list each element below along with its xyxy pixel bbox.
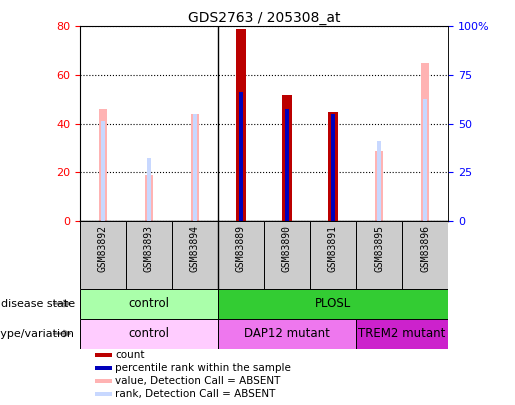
Bar [126, 221, 172, 289]
Bar [95, 353, 112, 357]
Bar [95, 379, 112, 383]
Text: value, Detection Call = ABSENT: value, Detection Call = ABSENT [115, 376, 281, 386]
Bar [421, 63, 429, 221]
Bar [191, 114, 199, 221]
Text: GSM83895: GSM83895 [374, 224, 384, 271]
Text: GSM83889: GSM83889 [236, 224, 246, 271]
Bar [99, 109, 107, 221]
Bar [147, 158, 151, 221]
Bar [80, 319, 218, 348]
Bar [402, 221, 448, 289]
Text: GSM83892: GSM83892 [98, 224, 108, 271]
Bar [375, 151, 383, 221]
Text: GSM83894: GSM83894 [190, 224, 200, 271]
Bar [239, 92, 243, 221]
Bar [145, 175, 153, 221]
Bar [80, 221, 126, 289]
Bar [101, 121, 105, 221]
Bar [236, 29, 246, 221]
Text: rank, Detection Call = ABSENT: rank, Detection Call = ABSENT [115, 389, 276, 399]
Bar [80, 289, 218, 319]
Text: GSM83893: GSM83893 [144, 224, 154, 271]
Text: control: control [128, 327, 169, 340]
Bar [310, 221, 356, 289]
Text: GSM83891: GSM83891 [328, 224, 338, 271]
Bar [356, 319, 448, 348]
Text: DAP12 mutant: DAP12 mutant [244, 327, 330, 340]
Text: control: control [128, 297, 169, 310]
Title: GDS2763 / 205308_at: GDS2763 / 205308_at [187, 11, 340, 25]
Bar [264, 221, 310, 289]
Bar [218, 319, 356, 348]
Bar [95, 392, 112, 396]
Bar [193, 114, 197, 221]
Text: GSM83896: GSM83896 [420, 224, 430, 271]
Bar [282, 94, 292, 221]
Text: TREM2 mutant: TREM2 mutant [358, 327, 445, 340]
Text: percentile rank within the sample: percentile rank within the sample [115, 363, 291, 373]
Bar [331, 114, 335, 221]
Bar [377, 141, 381, 221]
Bar [285, 109, 289, 221]
Bar [95, 366, 112, 370]
Bar [423, 99, 427, 221]
Bar [218, 289, 448, 319]
Bar [328, 111, 338, 221]
Text: disease state: disease state [1, 298, 75, 309]
Text: GSM83890: GSM83890 [282, 224, 292, 271]
Text: count: count [115, 350, 145, 360]
Bar [356, 221, 402, 289]
Text: genotype/variation: genotype/variation [0, 328, 75, 339]
Text: PLOSL: PLOSL [315, 297, 351, 310]
Bar [218, 221, 264, 289]
Bar [172, 221, 218, 289]
